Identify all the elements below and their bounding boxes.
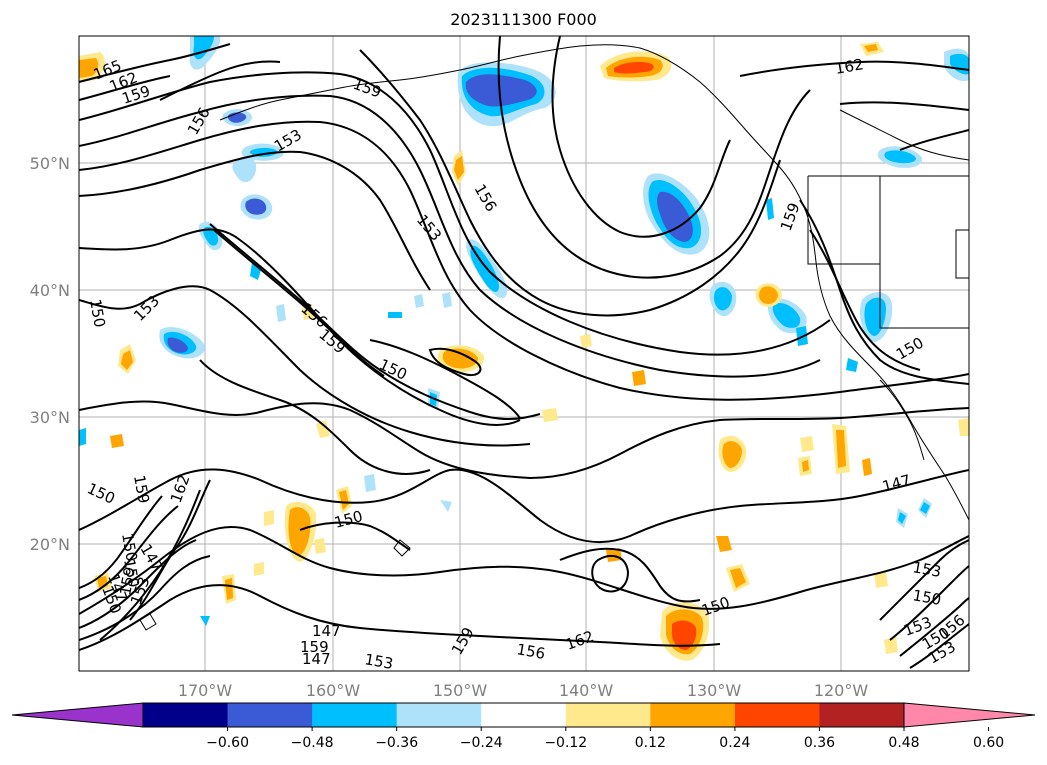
lon-label: 140°W: [559, 681, 614, 700]
colorbar-segment: [565, 703, 651, 727]
colorbar-extend-low: [11, 702, 144, 728]
contour-label: 150: [120, 558, 143, 589]
colorbar-tick-label: −0.36: [375, 735, 418, 751]
contour-lines: [79, 36, 969, 669]
colorbar-segment: [819, 703, 905, 727]
colorbar-segment: [396, 703, 482, 727]
colorbar-frame: [142, 702, 905, 728]
lon-label: 160°W: [306, 681, 361, 700]
colorbar-tick-label: 0.36: [804, 735, 835, 751]
coastlines: [139, 44, 969, 631]
contour-label: 153: [911, 558, 942, 581]
colorbar-tick-label: −0.60: [206, 735, 249, 751]
colorbar-segment: [227, 703, 313, 727]
colorbar-segment: [650, 703, 736, 727]
colorbar-tick-label: −0.24: [460, 735, 503, 751]
contour-label: 150: [911, 586, 942, 609]
lon-label: 130°W: [687, 681, 742, 700]
contour-label: 159: [116, 565, 139, 596]
colorbar-segment: [143, 703, 229, 727]
colorbar-tick-label: 0.24: [719, 735, 750, 751]
colorbar-tick-label: −0.48: [291, 735, 334, 751]
colorbar-tick-label: 0.48: [888, 735, 919, 751]
contour-label: 156: [515, 640, 546, 663]
colorbar-tick-label: 0.12: [635, 735, 666, 751]
lat-label: 30°N: [30, 408, 70, 427]
colorbar-extend-high: [903, 702, 1036, 728]
colorbar-segment: [734, 703, 820, 727]
colorbar-segment: [312, 703, 398, 727]
map-title: 2023111300 F000: [450, 10, 597, 29]
lon-label: 120°W: [814, 681, 869, 700]
colorbar-tick-label: 0.60: [973, 735, 1004, 751]
contour-label: 153: [363, 650, 394, 673]
contour-label: 159: [300, 638, 329, 656]
contour-label: 147: [302, 650, 331, 668]
latitude-labels: 50°N 40°N 30°N 20°N: [30, 154, 70, 554]
lat-label: 20°N: [30, 535, 70, 554]
lon-label: 150°W: [433, 681, 488, 700]
longitude-labels: 170°W 160°W 150°W 140°W 130°W 120°W: [178, 681, 869, 700]
contour-label: 162: [834, 55, 865, 78]
map-area: 165 162 159 159 156 153 150 153 156 159 …: [79, 36, 969, 673]
lon-label: 170°W: [178, 681, 233, 700]
contour-label: 150: [86, 298, 109, 329]
colorbar: −0.60 −0.48 −0.36 −0.24 −0.12 0.12 0.24 0.36 0.4…: [11, 702, 1036, 751]
colorbar-tick-label: −0.12: [544, 735, 587, 751]
colorbar-segment: [481, 703, 567, 727]
map-frame: [78, 35, 970, 672]
lat-label: 50°N: [30, 154, 70, 173]
contour-label: 159: [130, 474, 153, 505]
lat-label: 40°N: [30, 281, 70, 300]
colorbar-segments: [11, 702, 1036, 728]
contour-label: 147: [312, 622, 341, 640]
colorbar-ticks: −0.60 −0.48 −0.36 −0.24 −0.12 0.12 0.24 0.36 0.4…: [206, 727, 1004, 751]
contour-label: 150: [118, 532, 141, 563]
